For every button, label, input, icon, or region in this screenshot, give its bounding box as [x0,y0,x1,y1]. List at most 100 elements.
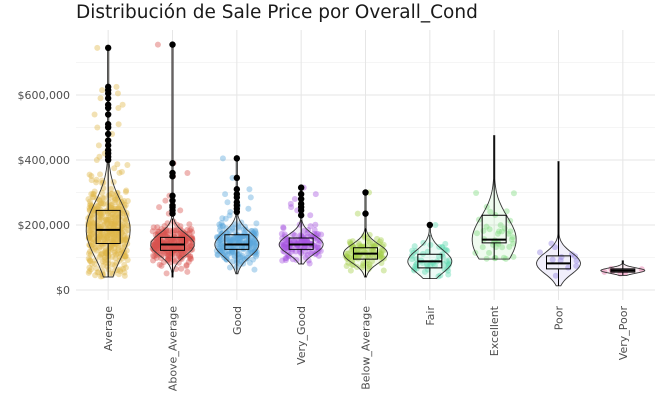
jitter-point [91,245,98,252]
jitter-point [109,230,116,237]
jitter-point [184,268,191,275]
jitter-point [99,213,106,220]
jitter-point [217,236,224,243]
jitter-point [112,220,119,227]
outlier-point [169,41,176,48]
jitter-point [445,271,452,278]
jitter-point [164,231,171,238]
jitter-point [111,217,118,224]
jitter-point [90,231,97,238]
jitter-point [124,197,131,204]
jitter-point [90,211,97,218]
jitter-point [117,266,124,273]
jitter-point [361,253,368,260]
jitter-point [226,250,233,257]
jitter-point [284,251,291,258]
jitter-point [104,234,111,241]
jitter-point [278,230,285,237]
jitter-point [96,232,103,239]
jitter-point [312,250,319,257]
jitter-point [291,196,298,202]
jitter-point [308,232,315,239]
jitter-point [108,218,115,225]
jitter-point [249,249,256,256]
jitter-point [234,256,241,263]
jitter-point [186,230,193,237]
jitter-point [217,242,224,249]
jitter-point [343,254,350,261]
jitter-point [104,232,111,239]
jitter-point [95,237,102,244]
jitter-point [104,220,111,227]
jitter-point [177,245,184,252]
jitter-point [89,241,96,248]
jitter-point [87,258,94,265]
jitter-point [218,240,225,247]
jitter-point [165,251,172,258]
jitter-point [311,227,318,234]
jitter-point [510,240,517,247]
jitter-point [106,223,113,230]
jitter-point [124,256,131,263]
jitter-point [366,239,373,246]
jitter-point [104,250,111,257]
jitter-point [156,245,163,252]
jitter-point [117,268,124,275]
jitter-point [187,253,194,260]
jitter-point [369,241,376,248]
jitter-point [92,207,99,214]
jitter-point [154,224,161,231]
outlier-point [233,190,241,198]
jitter-point [234,232,241,239]
jitter-point [368,258,375,265]
jitter-point [365,237,372,244]
jitter-point [174,244,181,251]
jitter-point [356,242,363,249]
jitter-point [111,230,118,237]
outlier-point [104,101,112,108]
jitter-point [91,188,98,195]
jitter-point [167,236,174,243]
jitter-point [498,228,505,235]
jitter-point [226,264,233,271]
jitter-point [115,247,122,254]
jitter-point [350,262,357,269]
jitter-point [91,260,98,267]
jitter-point [182,241,189,248]
jitter-point [374,235,381,242]
jitter-point [297,232,304,239]
jitter-point [168,250,175,257]
jitter-point [166,254,173,261]
jitter-point [183,237,190,244]
jitter-point [301,237,308,244]
jitter-point [104,210,111,217]
jitter-point [109,220,116,227]
jitter-point [424,248,431,255]
jitter-point [159,238,166,245]
jitter-point [443,258,450,265]
jitter-point [90,221,97,228]
jitter-point [86,171,93,178]
jitter-point [96,244,103,251]
jitter-point [109,239,116,246]
jitter-point [163,270,170,277]
jitter-point [114,220,121,227]
jitter-point [234,235,241,242]
jitter-point [94,44,101,51]
jitter-point [408,252,415,259]
jitter-point [279,239,286,246]
jitter-point [304,238,311,245]
jitter-point [95,269,102,276]
jitter-point [177,234,184,241]
jitter-point [109,211,116,218]
jitter-point [283,255,290,262]
jitter-point [178,250,185,257]
jitter-point [167,259,174,266]
x-tick-label: Fair [424,306,437,326]
jitter-point [185,258,192,265]
jitter-point [165,255,172,262]
jitter-point [217,248,224,255]
jitter-point [360,262,367,269]
jitter-point [228,249,235,256]
